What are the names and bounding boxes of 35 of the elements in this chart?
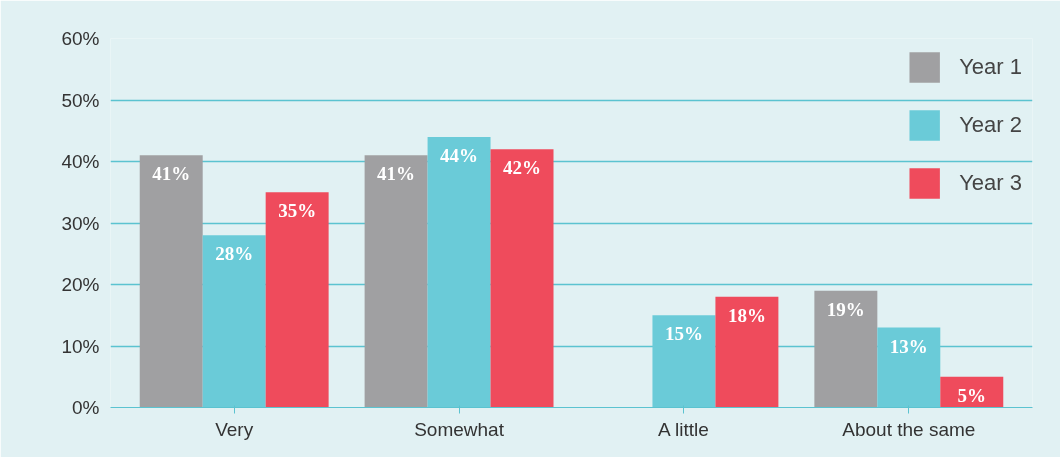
data-label: 44% — [440, 144, 479, 166]
data-label: 42% — [503, 157, 542, 179]
data-label: 18% — [727, 304, 766, 326]
bar — [202, 235, 266, 408]
y-tick-label: 50% — [61, 89, 100, 111]
legend-label: Year 3 — [959, 170, 1022, 196]
y-tick-label: 20% — [61, 274, 100, 295]
data-label: 5% — [957, 384, 987, 406]
y-tick-label: 0% — [72, 397, 100, 418]
bar — [364, 155, 428, 408]
bar — [139, 155, 203, 408]
y-tick-label: 60% — [61, 28, 100, 49]
bar — [427, 136, 491, 408]
data-label: 19% — [826, 298, 865, 320]
y-tick-label: 40% — [61, 151, 100, 172]
x-tick-label: A little — [658, 418, 709, 440]
data-label: 15% — [664, 323, 703, 345]
y-tick-label: 10% — [61, 335, 100, 357]
y-tick-label: 30% — [61, 212, 100, 234]
x-tick-label: About the same — [842, 418, 976, 440]
x-tick-label: Very — [215, 418, 254, 440]
data-label: 35% — [278, 200, 317, 222]
x-tick-label: Somewhat — [414, 418, 505, 440]
legend-label: Year 2 — [959, 112, 1022, 138]
bar — [652, 315, 716, 408]
bar — [265, 192, 329, 408]
bar — [814, 290, 878, 408]
bar — [877, 327, 941, 408]
bar — [715, 296, 779, 408]
data-label: 41% — [377, 163, 416, 185]
bar — [490, 149, 554, 408]
data-label: 28% — [215, 243, 254, 265]
data-label: 13% — [889, 335, 928, 357]
data-label: 41% — [152, 163, 191, 185]
legend-label: Year 1 — [959, 54, 1022, 80]
